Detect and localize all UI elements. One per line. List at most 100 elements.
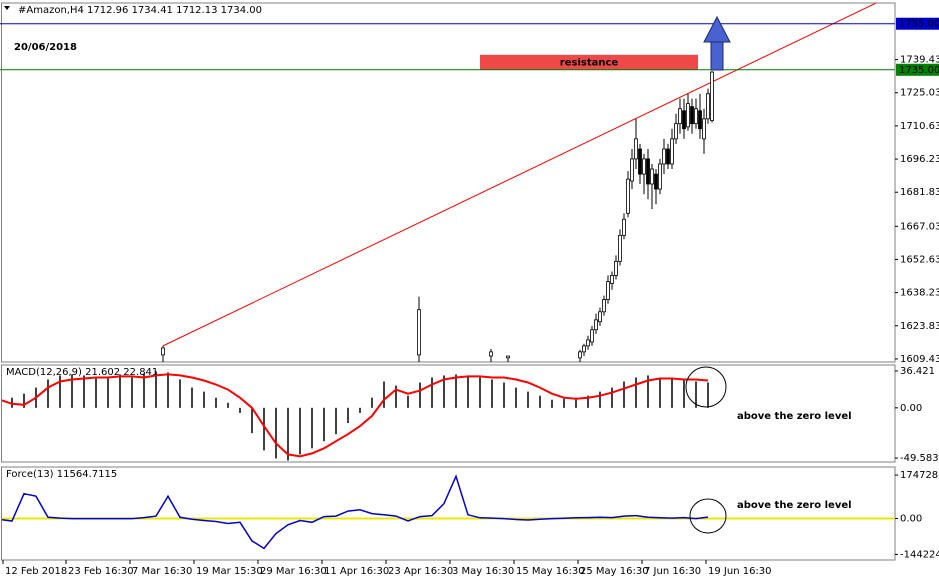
trendline [162, 3, 878, 347]
macd-bar [419, 382, 421, 408]
candle-body [582, 345, 586, 353]
candle-body [710, 71, 714, 121]
candle-body [670, 138, 674, 165]
resistance-label: resistance [560, 57, 619, 68]
candle-body [598, 311, 602, 323]
candle-body [662, 148, 666, 165]
macd-bar [611, 387, 613, 408]
macd-bar [203, 391, 205, 408]
candle-body [658, 163, 662, 190]
y-tick-label: 1609.43 [900, 354, 939, 365]
annotation: 20/06/2018 [14, 42, 77, 53]
x-tick-label: 3 May 16:30 [452, 566, 514, 577]
macd-bar [227, 402, 229, 408]
macd-bar [215, 397, 217, 408]
candle-body [686, 103, 690, 128]
price-level-label: 1755.00 [899, 19, 939, 30]
macd-bar [239, 407, 241, 413]
macd-bar [287, 407, 289, 461]
macd-bar [155, 371, 157, 408]
candle-body [682, 110, 686, 130]
candle-body [678, 108, 682, 125]
candle-body [594, 319, 598, 331]
y-tick-label: 0.00 [900, 514, 922, 525]
x-tick-label: 19 Jun 16:30 [708, 566, 772, 577]
x-tick-label: 12 Feb 2018 [5, 566, 67, 577]
macd-bar [131, 377, 133, 408]
macd-bar [47, 379, 49, 408]
macd-bar [455, 374, 457, 408]
arrow-head [703, 15, 731, 43]
candle-body [694, 108, 698, 125]
candle-body [578, 351, 582, 359]
macd-bar [143, 373, 145, 408]
macd-bar [323, 407, 325, 442]
macd-bar [527, 391, 529, 408]
y-tick-label: 36.421 [900, 366, 935, 377]
macd-bar [359, 407, 361, 413]
highlight-circle [685, 366, 727, 408]
macd-bar [503, 382, 505, 408]
macd-bar [251, 407, 253, 434]
macd-bar [167, 372, 169, 408]
plot-area [2, 371, 709, 461]
candle-body [626, 178, 630, 214]
highlight-circle [689, 498, 727, 534]
macd-bar [647, 375, 649, 408]
panel-frame [1, 364, 896, 463]
annotation: above the zero level [737, 500, 852, 511]
candle-body [666, 148, 670, 165]
macd-bar [383, 381, 385, 408]
panel-header: MACD(12,26,9) 21.602 22.841 [6, 367, 158, 378]
macd-bar [95, 377, 97, 408]
y-tick-label: 1739.43 [900, 55, 939, 66]
candle-body [417, 309, 421, 356]
macd-bar [635, 377, 637, 408]
series-line [2, 474, 709, 550]
macd-bar [659, 377, 661, 408]
x-tick-label: 25 May 16:30 [580, 566, 649, 577]
macd-bar [491, 379, 493, 408]
candle-body [634, 138, 638, 160]
y-tick-label: 1652.63 [900, 254, 939, 265]
y-tick-label: 1681.83 [900, 187, 939, 198]
macd-bar [623, 381, 625, 408]
y-tick-label: 1696.23 [900, 154, 939, 165]
candle-body [706, 93, 710, 120]
x-tick-label: 15 May 16:30 [516, 566, 585, 577]
macd-bar [431, 377, 433, 408]
macd-bar [107, 376, 109, 408]
menu-icon [4, 6, 10, 10]
panel-header: #Amazon,H4 1712.96 1734.41 1712.13 1734.… [18, 5, 262, 16]
macd-bar [83, 375, 85, 408]
resistance-zone [480, 54, 698, 70]
y-tick-label: 1725.03 [900, 88, 939, 99]
price-level-box [896, 63, 939, 76]
x-tick-label: 7 Jun 16:30 [644, 566, 701, 577]
macd-bar [707, 382, 709, 408]
macd-bar [467, 375, 469, 408]
y-tick-label: 1667.03 [900, 221, 939, 232]
candle-body [590, 329, 594, 343]
macd-bar [395, 385, 397, 408]
candle-body [638, 148, 642, 175]
candle-body [606, 281, 610, 300]
candle-body [674, 123, 678, 140]
macd-bar [575, 397, 577, 408]
candle-body [161, 347, 165, 356]
price-level-label: 1735.00 [899, 65, 939, 76]
candle-body [602, 299, 606, 313]
candle-body [614, 260, 618, 276]
macd-bar [539, 395, 541, 408]
macd-bar [443, 375, 445, 408]
y-tick-label: 1638.23 [900, 288, 939, 299]
x-tick-label: 23 Apr 16:30 [388, 566, 453, 577]
macd-bar [563, 398, 565, 408]
trendline [619, 148, 707, 361]
candle-body [622, 218, 626, 236]
macd-bar [347, 407, 349, 424]
macd-bar [71, 374, 73, 408]
panel-frame [1, 466, 896, 561]
